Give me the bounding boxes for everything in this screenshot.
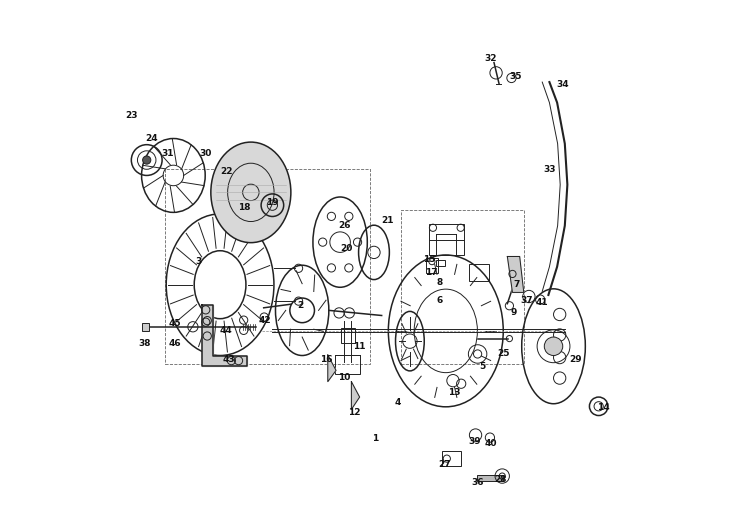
Text: 46: 46 [169, 339, 182, 348]
Ellipse shape [211, 142, 291, 243]
Text: 32: 32 [484, 54, 496, 64]
Text: 29: 29 [568, 354, 581, 364]
Text: 26: 26 [338, 221, 350, 230]
Text: 38: 38 [138, 339, 151, 348]
Circle shape [544, 337, 562, 356]
Text: 4: 4 [395, 398, 401, 407]
Text: 25: 25 [497, 349, 509, 359]
Bar [340, 328, 355, 343]
Bar [470, 264, 489, 281]
Text: 21: 21 [382, 216, 394, 225]
Text: 3: 3 [195, 257, 201, 266]
Text: 18: 18 [238, 203, 250, 212]
Text: 31: 31 [161, 149, 173, 159]
Text: 1: 1 [372, 434, 378, 443]
Text: 12: 12 [348, 408, 361, 418]
Bar [335, 355, 360, 374]
Text: 22: 22 [220, 167, 232, 176]
Circle shape [142, 156, 151, 164]
Text: 37: 37 [520, 295, 532, 305]
Text: 35: 35 [510, 72, 522, 82]
Text: 13: 13 [448, 388, 460, 397]
Text: 30: 30 [200, 149, 212, 159]
Text: 27: 27 [438, 460, 451, 469]
Polygon shape [352, 382, 359, 409]
Text: 15: 15 [422, 254, 435, 264]
Text: 39: 39 [469, 437, 482, 446]
Bar [400, 210, 524, 364]
Text: 14: 14 [597, 403, 610, 412]
Text: 7: 7 [513, 280, 519, 289]
Text: 41: 41 [536, 298, 548, 307]
Text: 33: 33 [543, 165, 556, 174]
Text: 36: 36 [471, 478, 484, 487]
Text: 5: 5 [479, 362, 486, 371]
Text: 20: 20 [340, 244, 353, 253]
Text: 9: 9 [510, 308, 517, 318]
Text: 44: 44 [220, 326, 232, 336]
Text: 42: 42 [259, 316, 271, 325]
Text: 19: 19 [266, 198, 279, 207]
Polygon shape [328, 355, 336, 382]
Bar [436, 260, 445, 266]
Bar [426, 258, 437, 273]
Bar [165, 169, 370, 364]
Text: 23: 23 [125, 111, 137, 120]
Text: 28: 28 [494, 475, 507, 484]
Bar [430, 224, 464, 255]
Text: 43: 43 [223, 354, 235, 364]
Bar [476, 475, 503, 481]
Text: 10: 10 [338, 372, 350, 382]
Text: 24: 24 [146, 134, 158, 143]
Bar [142, 323, 149, 331]
Text: 16: 16 [320, 354, 332, 364]
Text: 11: 11 [353, 342, 366, 351]
Text: 6: 6 [436, 295, 442, 305]
Text: 8: 8 [436, 278, 442, 287]
Polygon shape [507, 256, 524, 292]
Bar [442, 451, 461, 466]
Text: 45: 45 [169, 319, 182, 328]
Text: 40: 40 [484, 439, 496, 448]
Text: 34: 34 [556, 80, 568, 89]
Text: 2: 2 [298, 301, 304, 310]
Text: 17: 17 [425, 268, 438, 278]
Polygon shape [202, 305, 247, 366]
